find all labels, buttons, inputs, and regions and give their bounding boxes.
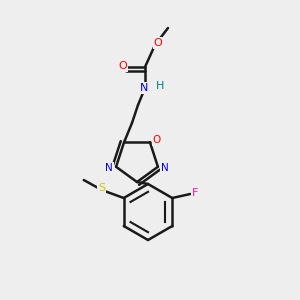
Text: N: N (105, 163, 113, 173)
Text: H: H (156, 81, 164, 91)
Text: F: F (192, 188, 198, 198)
Text: N: N (161, 163, 169, 173)
Text: N: N (140, 83, 148, 93)
Text: O: O (118, 61, 127, 71)
Text: O: O (153, 135, 161, 145)
Text: O: O (154, 38, 162, 48)
Text: S: S (98, 183, 105, 193)
